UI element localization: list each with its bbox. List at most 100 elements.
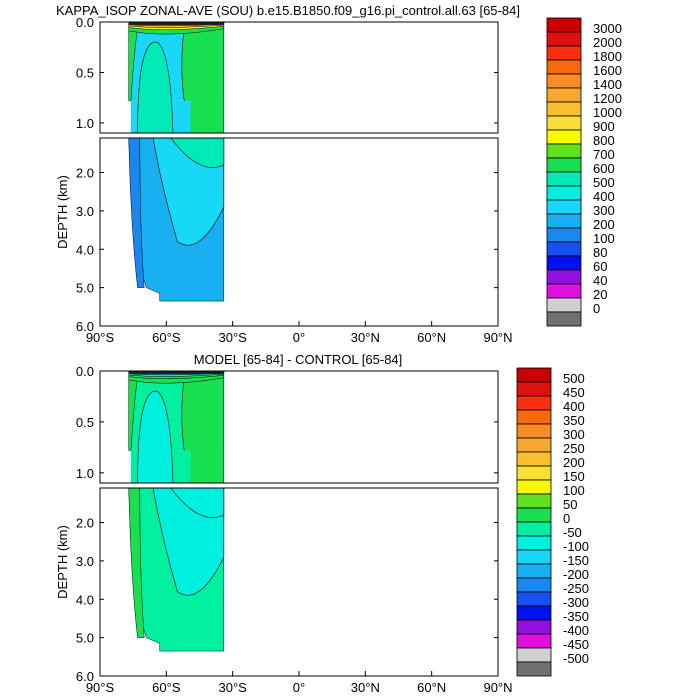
lower-field-west-edge: [128, 138, 145, 288]
y-tick-label: 6.0: [76, 669, 94, 684]
colorbar-label: 500: [563, 371, 585, 386]
colorbar-swatch: [516, 549, 552, 565]
colorbar-label: -350: [563, 609, 589, 624]
colorbar-label: 700: [593, 147, 615, 162]
lower-field-top-core: [170, 138, 225, 168]
x-tick-label: 0°: [293, 330, 305, 345]
y-axis-label: DEPTH (km): [55, 525, 70, 599]
upper-panel-field: [128, 371, 225, 483]
colorbar-label: 500: [593, 175, 615, 190]
colorbar-swatch: [546, 241, 582, 257]
colorbar-swatch: [516, 479, 552, 495]
x-tick-label: 90°N: [483, 330, 512, 345]
chart-title: KAPPA_ISOP ZONAL-AVE (SOU) b.e15.B1850.f…: [56, 3, 520, 18]
colorbar-swatch: [516, 465, 552, 481]
surface-line: [128, 371, 224, 374]
colorbar-swatch: [546, 101, 582, 117]
colorbar-swatch: [546, 73, 582, 89]
colorbar-label: 400: [593, 189, 615, 204]
colorbar-label: 250: [563, 441, 585, 456]
x-tick-label: 30°S: [218, 330, 247, 345]
upper-field-arch: [137, 41, 174, 133]
colorbar-label: -200: [563, 567, 589, 582]
colorbar-swatch: [516, 381, 552, 397]
lower-panel-field: [128, 138, 225, 302]
colorbar-label: 40: [593, 273, 607, 288]
lower-field-top-core: [170, 488, 225, 518]
colorbar-label: 200: [593, 217, 615, 232]
colorbar-label: -400: [563, 623, 589, 638]
y-tick-label: 2.0: [76, 516, 94, 531]
lower-field-west-edge: [128, 488, 145, 638]
chart-model-minus-control: MODEL [65-84] - CONTROL [65-84] 0.0 0.5 1.0…: [55, 352, 589, 695]
colorbar-swatch: [516, 507, 552, 523]
upper-panel-frame: [99, 370, 499, 484]
colorbar-label: 1400: [593, 77, 622, 92]
colorbar-swatch: [546, 171, 582, 187]
y-tick-label: 3.0: [76, 554, 94, 569]
colorbar-label: 300: [563, 427, 585, 442]
x-tick-label: 60°N: [417, 330, 446, 345]
colorbar-label: 900: [593, 119, 615, 134]
colorbar-label: -500: [563, 651, 589, 666]
colorbar-swatch: [516, 521, 552, 537]
upper-field-arch: [137, 390, 174, 483]
colorbar-swatch: [516, 493, 552, 509]
y-tick-label: 1.0: [76, 466, 94, 481]
colorbar-swatch: [546, 31, 582, 47]
colorbar-swatch: [516, 367, 552, 383]
colorbar-label: -100: [563, 539, 589, 554]
y-tick-label: 0.5: [76, 415, 94, 430]
colorbar-label: 350: [563, 413, 585, 428]
colorbar-label: 100: [593, 231, 615, 246]
x-tick-label: 60°N: [417, 680, 446, 695]
colorbar-swatch: [516, 437, 552, 453]
colorbar-label: 1200: [593, 91, 622, 106]
colorbar-label: 60: [593, 259, 607, 274]
colorbar-swatch: [516, 647, 552, 663]
colorbar-swatch: [546, 227, 582, 243]
colorbar-label: -450: [563, 637, 589, 652]
colorbar-label: 600: [593, 161, 615, 176]
colorbar-swatch: [516, 423, 552, 439]
x-tick-label: 90°N: [483, 680, 512, 695]
x-tick-label: 0°: [293, 680, 305, 695]
colorbar-swatch: [516, 563, 552, 579]
colorbar-label: -300: [563, 595, 589, 610]
colorbar-label: 0: [563, 511, 570, 526]
colorbar-swatch: [546, 157, 582, 173]
y-tick-label: 4.0: [76, 242, 94, 257]
colorbar-label: 0: [593, 301, 600, 316]
colorbar-label: 1000: [593, 105, 622, 120]
colorbar-swatch: [546, 59, 582, 75]
colorbar-swatch: [546, 87, 582, 103]
x-tick-label: 90°S: [86, 330, 115, 345]
colorbar-label: 80: [593, 245, 607, 260]
colorbar-swatch: [546, 199, 582, 215]
y-tick-label: 0.0: [76, 364, 94, 379]
x-tick-label: 30°N: [351, 680, 380, 695]
colorbar-label: 2000: [593, 35, 622, 50]
chart-kappa-isop: KAPPA_ISOP ZONAL-AVE (SOU) b.e15.B1850.f…: [55, 3, 622, 345]
surface-line: [128, 22, 224, 25]
colorbar-label: 1600: [593, 63, 622, 78]
y-tick-label: 0.5: [76, 65, 94, 80]
colorbar-label: 50: [563, 497, 577, 512]
upper-panel-frame: [99, 21, 499, 134]
colorbar-label: 200: [563, 455, 585, 470]
colorbar-label: -150: [563, 553, 589, 568]
x-tick-label: 90°S: [86, 680, 115, 695]
colorbar-swatch: [516, 577, 552, 593]
x-tick-label: 30°N: [351, 330, 380, 345]
y-tick-label: 0.0: [76, 15, 94, 30]
chart-title: MODEL [65-84] - CONTROL [65-84]: [194, 352, 403, 367]
colorbar-label: 20: [593, 287, 607, 302]
lower-panel-field: [128, 488, 225, 652]
colorbar-swatch: [516, 535, 552, 551]
colorbar-label: 400: [563, 399, 585, 414]
colorbar-swatch: [516, 633, 552, 649]
colorbar-swatch: [516, 605, 552, 621]
colorbar-swatch: [546, 269, 582, 285]
colorbar-swatch: [546, 129, 582, 145]
colorbar-swatch: [516, 661, 552, 677]
